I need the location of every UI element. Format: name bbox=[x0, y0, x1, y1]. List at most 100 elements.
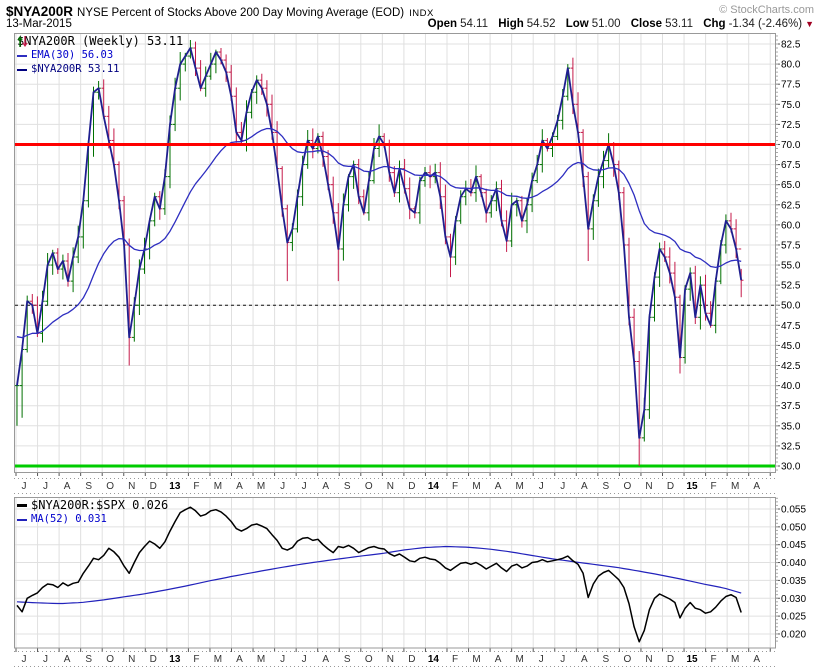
lower-chart-legend: $NYA200R:$SPX 0.026 MA(52) 0.031 bbox=[17, 499, 168, 526]
legend-ma-text: MA(52) 0.031 bbox=[31, 513, 107, 525]
high-label: High bbox=[498, 18, 524, 30]
y-axis-tick-label: 37.5 bbox=[781, 401, 801, 412]
x-axis-month-label: J bbox=[22, 654, 27, 665]
x-axis-month-label: M bbox=[472, 481, 480, 492]
y-axis-tick-label: 45.0 bbox=[781, 341, 801, 352]
high-value: 54.52 bbox=[526, 18, 556, 30]
x-axis-month-label: 13 bbox=[169, 481, 181, 492]
y-axis-tick-label: 50.0 bbox=[781, 301, 801, 312]
y-axis-tick-label: 65.0 bbox=[781, 180, 801, 191]
down-triangle-icon: ▼ bbox=[805, 19, 814, 29]
y-axis-tick-label: 62.5 bbox=[781, 200, 801, 211]
x-axis-month-label: J bbox=[560, 481, 565, 492]
x-axis-month-label: O bbox=[106, 481, 114, 492]
ema-line-swatch bbox=[17, 54, 27, 57]
low-value: 51.00 bbox=[591, 18, 621, 30]
x-axis-month-label: N bbox=[645, 481, 652, 492]
x-axis-month-label: A bbox=[64, 481, 71, 492]
quote-row: 13-Mar-2015 Open 54.11 High 54.52 Low 51.00… bbox=[6, 18, 814, 32]
x-axis-month-label: A bbox=[495, 654, 502, 665]
legend-ema-text: EMA(30) 56.03 bbox=[31, 49, 114, 61]
close-value: 53.11 bbox=[665, 18, 693, 30]
x-axis-month-label: A bbox=[753, 481, 760, 492]
x-axis-month-label: S bbox=[344, 481, 351, 492]
x-axis-month-label: A bbox=[64, 654, 71, 665]
x-axis-month-label: M bbox=[731, 654, 739, 665]
x-axis-month-label: A bbox=[581, 481, 588, 492]
updown-arrows-icon bbox=[17, 35, 28, 48]
y-axis-tick-label: 0.020 bbox=[781, 629, 806, 640]
y-axis-tick-label: 0.030 bbox=[781, 594, 806, 605]
exchange-label: INDX bbox=[409, 8, 434, 19]
y-axis-tick-label: 0.035 bbox=[781, 576, 806, 587]
x-axis-month-label: J bbox=[302, 481, 307, 492]
y-axis-tick-label: 30.0 bbox=[781, 461, 801, 472]
ma52-line bbox=[16, 545, 742, 605]
y-axis-tick-label: 70.0 bbox=[781, 140, 801, 151]
x-axis-month-label: S bbox=[85, 481, 92, 492]
x-axis-month-label: J bbox=[560, 654, 565, 665]
y-axis-tick-label: 47.5 bbox=[781, 321, 801, 332]
y-axis-tick-label: 0.050 bbox=[781, 522, 806, 533]
x-axis-month-label: A bbox=[322, 481, 329, 492]
x-axis-month-label: A bbox=[322, 654, 329, 665]
x-axis-month-label: J bbox=[43, 654, 48, 665]
x-axis-month-label: D bbox=[150, 654, 157, 665]
x-axis-month-label: F bbox=[193, 481, 199, 492]
x-axis-month-label: S bbox=[603, 481, 610, 492]
x-axis-month-label: M bbox=[214, 481, 222, 492]
x-axis-month-label: A bbox=[753, 654, 760, 665]
x-axis-month-label: A bbox=[495, 481, 502, 492]
x-axis-month-label: A bbox=[236, 481, 243, 492]
legend-close-row: $NYA200R 53.11 bbox=[17, 63, 183, 76]
x-axis-month-label: 15 bbox=[686, 654, 698, 665]
y-axis-tick-label: 60.0 bbox=[781, 220, 801, 231]
y-axis-tick-label: 67.5 bbox=[781, 160, 801, 171]
x-axis-month-label: M bbox=[257, 654, 265, 665]
x-axis-month-label: D bbox=[667, 481, 674, 492]
x-axis-month-label: J bbox=[22, 481, 27, 492]
x-axis-month-label: O bbox=[365, 654, 373, 665]
x-axis-month-label: S bbox=[344, 654, 351, 665]
main-chart-legend: $NYA200R (Weekly) 53.11 EMA(30) 56.03 $N… bbox=[17, 35, 183, 76]
x-axis-month-label: D bbox=[667, 654, 674, 665]
x-axis-month-label: M bbox=[515, 481, 523, 492]
legend-ratio-row: $NYA200R:$SPX 0.026 bbox=[17, 499, 168, 512]
legend-ma-row: MA(52) 0.031 bbox=[17, 513, 168, 526]
chg-value: -1.34 (-2.46%) bbox=[728, 18, 803, 30]
close-line-swatch bbox=[17, 68, 27, 71]
ticker-symbol: $NYA200R bbox=[6, 4, 74, 19]
legend-ratio-text: $NYA200R:$SPX 0.026 bbox=[31, 498, 169, 512]
ema30-line bbox=[16, 127, 742, 339]
x-axis-month-label: O bbox=[106, 654, 114, 665]
close-price-line bbox=[16, 47, 743, 439]
y-axis-tick-label: 0.045 bbox=[781, 540, 806, 551]
x-axis-month-label: N bbox=[387, 481, 394, 492]
y-axis-tick-label: 75.0 bbox=[781, 100, 801, 111]
chart-header: $NYA200R NYSE Percent of Stocks Above 200… bbox=[6, 3, 814, 19]
chart-date: 13-Mar-2015 bbox=[6, 18, 72, 30]
y-axis-tick-label: 40.0 bbox=[781, 381, 801, 392]
legend-close-text: $NYA200R 53.11 bbox=[31, 63, 120, 75]
x-axis-month-label: O bbox=[624, 654, 632, 665]
legend-ema-row: EMA(30) 56.03 bbox=[17, 49, 183, 62]
low-label: Low bbox=[565, 18, 589, 30]
close-label: Close bbox=[630, 18, 663, 30]
x-axis-month-label: N bbox=[387, 654, 394, 665]
y-axis-tick-label: 82.5 bbox=[781, 40, 801, 51]
x-axis-month-label: J bbox=[280, 654, 285, 665]
y-axis-tick-label: 35.0 bbox=[781, 421, 801, 432]
x-axis-month-label: 14 bbox=[428, 654, 440, 665]
x-axis-month-label: D bbox=[150, 481, 157, 492]
ohlc-quote: Open 54.11 High 54.52 Low 51.00 Close 53.11 … bbox=[421, 18, 814, 30]
x-axis-month-label: O bbox=[365, 481, 373, 492]
x-axis-month-label: F bbox=[193, 654, 199, 665]
x-axis-month-label: M bbox=[731, 481, 739, 492]
x-axis-month-label: 13 bbox=[169, 654, 181, 665]
y-axis-tick-label: 80.0 bbox=[781, 60, 801, 71]
x-axis-month-label: A bbox=[236, 654, 243, 665]
main-price-chart: 82.5 80.0 77.5 75.0 72.5 70.0 67.5 65.0 62.5 60.0… bbox=[14, 33, 801, 494]
x-axis-month-label: S bbox=[603, 654, 610, 665]
x-axis-month-label: A bbox=[581, 654, 588, 665]
y-axis-tick-label: 0.040 bbox=[781, 558, 806, 569]
